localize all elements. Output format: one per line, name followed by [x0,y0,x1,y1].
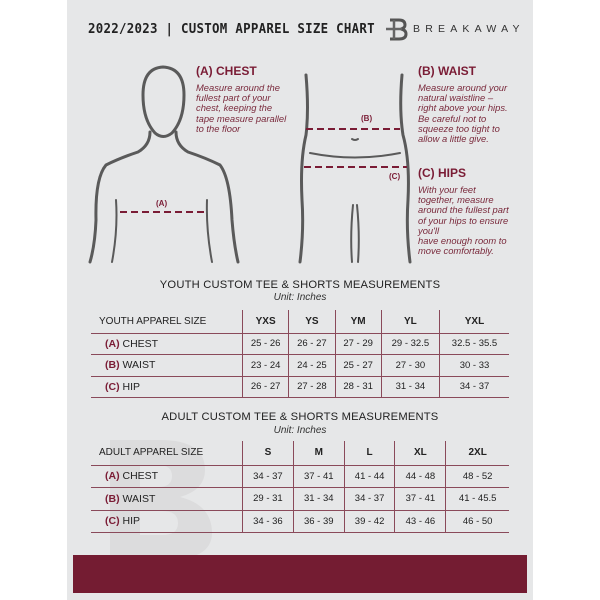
table-header-row: ADULT APPAREL SIZE S M L XL 2XL [91,441,509,466]
measurement-cell: 27 - 29 [334,333,382,355]
table-row: (B) WAIST 29 - 31 31 - 34 34 - 37 37 - 41 41 … [91,487,509,511]
youth-table-title: YOUTH CUSTOM TEE & SHORTS MEASUREMENTS [159,279,441,291]
row-label: (B) WAIST [91,354,243,377]
chest-description: Measure around the fullest part of your … [196,82,287,134]
measurement-cell: 31 - 34 [292,487,345,511]
row-label: (C) HIP [91,510,243,533]
row-label: (C) HIP [91,376,243,398]
header-label: ADULT APPAREL SIZE [91,441,243,466]
table-row: (B) WAIST 23 - 24 24 - 25 25 - 27 27 - 30 30 … [91,354,509,377]
hips-heading: (C) HIPS [418,166,466,180]
row-label: (A) CHEST [91,333,243,355]
adult-size-table: ADULT APPAREL SIZE S M L XL 2XL (A) CHEST 34 - … [91,441,509,533]
footer-band [73,555,527,593]
header-label: YOUTH APPAREL SIZE [91,310,243,334]
measurement-figures [88,65,412,264]
measurement-cell: 25 - 26 [241,333,289,355]
hip-marker: (C) [389,172,401,181]
row-tag: (A) [105,470,120,483]
size-header: YXL [438,310,509,334]
youth-size-table: YOUTH APPAREL SIZE YXS YS YM YL YXL (A) CHEST 2… [91,310,509,398]
measurement-cell: 26 - 27 [241,376,289,398]
adult-table-title: ADULT CUSTOM TEE & SHORTS MEASUREMENTS [161,411,439,423]
waist-heading: (B) WAIST [418,64,476,78]
row-name: HIP [122,380,141,393]
row-name: HIP [122,515,141,528]
measurement-cell: 23 - 24 [241,354,289,377]
measurement-cell: 46 - 50 [445,510,509,533]
measurement-cell: 37 - 41 [292,465,345,488]
row-name: CHEST [122,470,159,483]
measurement-cell: 27 - 28 [288,376,335,398]
size-header: 2XL [445,441,509,466]
table-header-row: YOUTH APPAREL SIZE YXS YS YM YL YXL [91,310,509,334]
measurement-cell: 25 - 27 [334,354,382,377]
measurement-cell: 34 - 37 [343,487,395,511]
row-tag: (B) [105,359,120,372]
youth-unit: Unit: Inches [273,292,327,303]
table-row: (A) CHEST 25 - 26 26 - 27 27 - 29 29 - 32.5 3… [91,333,509,355]
measurement-cell: 41 - 44 [343,465,395,488]
waist-marker: (B) [361,114,373,123]
measurement-cell: 43 - 46 [394,510,446,533]
row-name: CHEST [122,337,159,350]
waist-description: Measure around your natural waistline – … [418,82,508,145]
measurement-cell: 36 - 39 [292,510,345,533]
measurement-cell: 48 - 52 [445,465,509,488]
brand-name: BREAKAWAY [413,23,525,35]
measurement-cell: 34 - 37 [242,465,294,488]
measurement-cell: 31 - 34 [380,376,440,398]
row-name: WAIST [122,359,156,372]
table-row: (A) CHEST 34 - 37 37 - 41 41 - 44 44 - 48 48 … [91,465,509,488]
row-label: (B) WAIST [91,487,243,511]
size-header: YL [380,310,440,334]
chest-marker: (A) [156,199,168,208]
measurement-cell: 26 - 27 [288,333,335,355]
size-header: YS [288,310,335,334]
measurement-cell: 32.5 - 35.5 [438,333,509,355]
measurement-cell: 24 - 25 [288,354,335,377]
size-header: L [343,441,395,466]
measurement-cell: 30 - 33 [438,354,509,377]
size-header: YXS [241,310,289,334]
table-row: (C) HIP 34 - 36 36 - 39 39 - 42 43 - 46 46 - … [91,510,509,533]
size-header: S [242,441,294,466]
adult-unit: Unit: Inches [273,425,327,436]
measurement-cell: 37 - 41 [394,487,446,511]
measurement-cell: 28 - 31 [334,376,382,398]
chest-heading: (A) CHEST [196,64,257,78]
upper-body-figure-icon [88,65,240,264]
measurement-cell: 34 - 37 [438,376,509,398]
row-label: (A) CHEST [91,465,243,488]
measurement-cell: 29 - 31 [242,487,294,511]
breakaway-logo-icon [386,18,408,41]
size-header: XL [394,441,446,466]
table-row: (C) HIP 26 - 27 27 - 28 28 - 31 31 - 34 34 - … [91,376,509,398]
size-header: YM [334,310,382,334]
row-name: WAIST [122,492,156,505]
size-header: M [292,441,345,466]
measurement-cell: 39 - 42 [343,510,395,533]
lower-body-figure-icon [298,73,412,264]
measurement-cell: 34 - 36 [242,510,294,533]
measurement-cell: 27 - 30 [380,354,440,377]
measurement-cell: 41 - 45.5 [445,487,509,511]
measurement-cell: 29 - 32.5 [380,333,440,355]
row-tag: (C) [105,515,120,528]
hips-description: With your feet together, measure around … [418,184,509,257]
measurement-cell: 44 - 48 [394,465,446,488]
row-tag: (C) [105,380,120,393]
row-tag: (A) [105,337,120,350]
page-title: 2022/2023 | CUSTOM APPAREL SIZE CHART [88,21,375,37]
row-tag: (B) [105,492,120,505]
